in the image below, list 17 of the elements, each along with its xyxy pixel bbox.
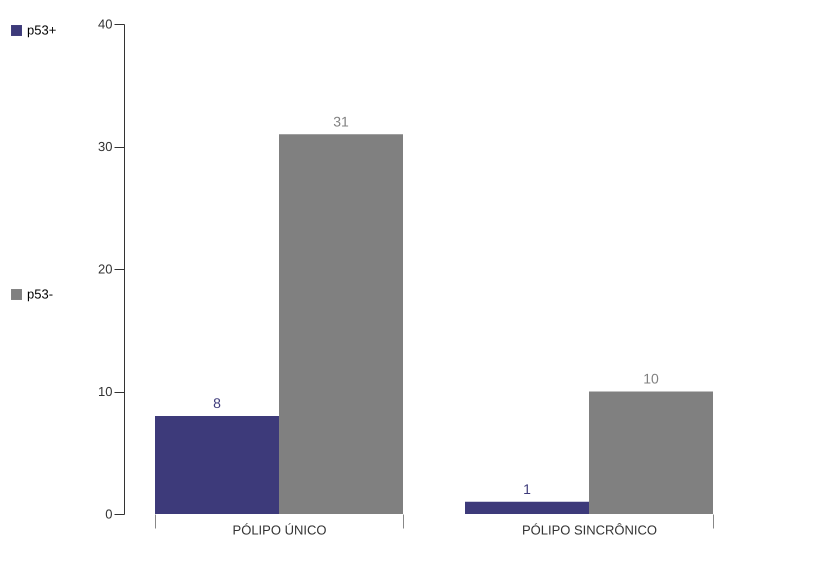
bar [465, 502, 589, 514]
legend-label: p53+ [27, 22, 56, 38]
data-label: 8 [213, 395, 222, 411]
data-label: 10 [643, 370, 659, 386]
data-label: 31 [333, 113, 349, 130]
data-label: 1 [523, 480, 532, 497]
legend-label: p53- [27, 286, 54, 302]
bar [155, 416, 279, 514]
bar [589, 392, 713, 514]
y-tick-label: 0 [105, 506, 112, 522]
y-tick-label: 10 [98, 384, 112, 399]
y-tick-label: 20 [98, 262, 112, 276]
y-tick-label: 30 [98, 139, 112, 154]
x-tick-label: PÓLIPO SINCRÔNICO [522, 522, 658, 538]
y-tick-label: 40 [98, 16, 112, 32]
x-tick-label: PÓLIPO ÚNICO [232, 522, 326, 538]
bar [279, 134, 403, 514]
